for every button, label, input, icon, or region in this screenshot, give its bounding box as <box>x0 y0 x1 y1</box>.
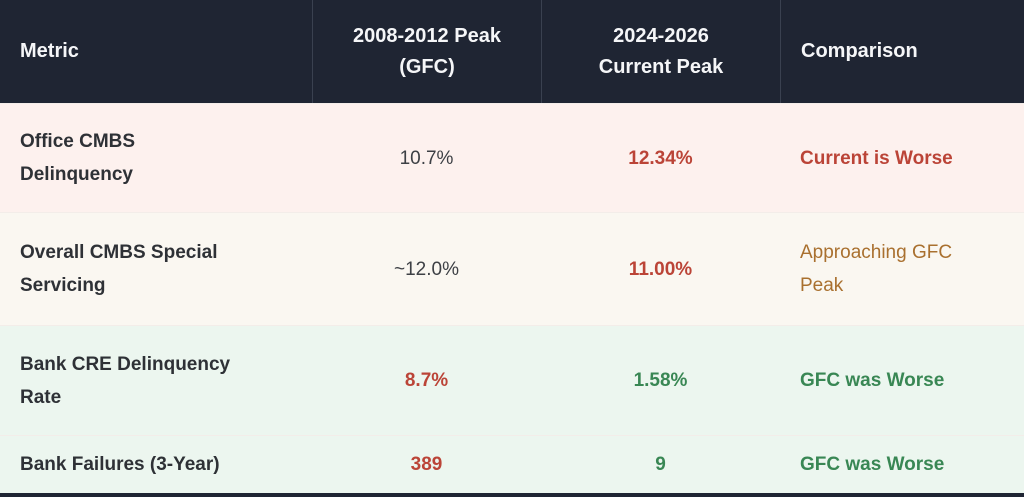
column-header-gfc-peak: 2008-2012 Peak (GFC) <box>312 0 541 104</box>
comparison-value: Approaching GFC Peak <box>800 242 953 297</box>
column-header-metric: Metric <box>20 40 79 63</box>
column-header-comparison: Comparison <box>780 0 1024 104</box>
metric-label: Overall CMBS Special Servicing <box>20 242 218 297</box>
current-peak-value: 12.34% <box>628 147 693 169</box>
gfc-peak-value: ~12.0% <box>394 258 459 280</box>
gfc-peak-value: 8.7% <box>404 370 449 392</box>
comparison-value: GFC was Worse <box>800 454 945 476</box>
table-row-overall-cmbs-special-servicing: Overall CMBS Special Servicing ~12.0% 11… <box>0 212 1024 326</box>
metric-label: Bank CRE Delinquency Rate <box>20 353 231 408</box>
table-row-bank-cre-delinquency-rate: Bank CRE Delinquency Rate 8.7% 1.58% GFC… <box>0 325 1024 436</box>
table-row-office-cmbs-delinquency: Office CMBS Delinquency 10.7% 12.34% Cur… <box>0 103 1024 213</box>
gfc-peak-value: 389 <box>410 454 443 476</box>
current-peak-value: 11.00% <box>628 258 693 280</box>
table-header-row: Metric 2008-2012 Peak (GFC) 2024-2026 Cu… <box>0 0 1024 104</box>
metric-label: Office CMBS Delinquency <box>20 130 136 186</box>
gfc-peak-value: 10.7% <box>399 147 454 169</box>
current-peak-value: 1.58% <box>633 370 688 392</box>
next-section-edge <box>0 493 1024 497</box>
metric-label: Bank Failures (3-Year) <box>20 454 220 476</box>
column-header-current-peak: 2024-2026 Current Peak <box>541 0 780 104</box>
comparison-value: Current is Worse <box>800 147 953 169</box>
table-row-bank-failures: Bank Failures (3-Year) 389 9 GFC was Wor… <box>0 435 1024 494</box>
comparison-value: GFC was Worse <box>800 370 945 392</box>
current-peak-value: 9 <box>655 454 666 476</box>
